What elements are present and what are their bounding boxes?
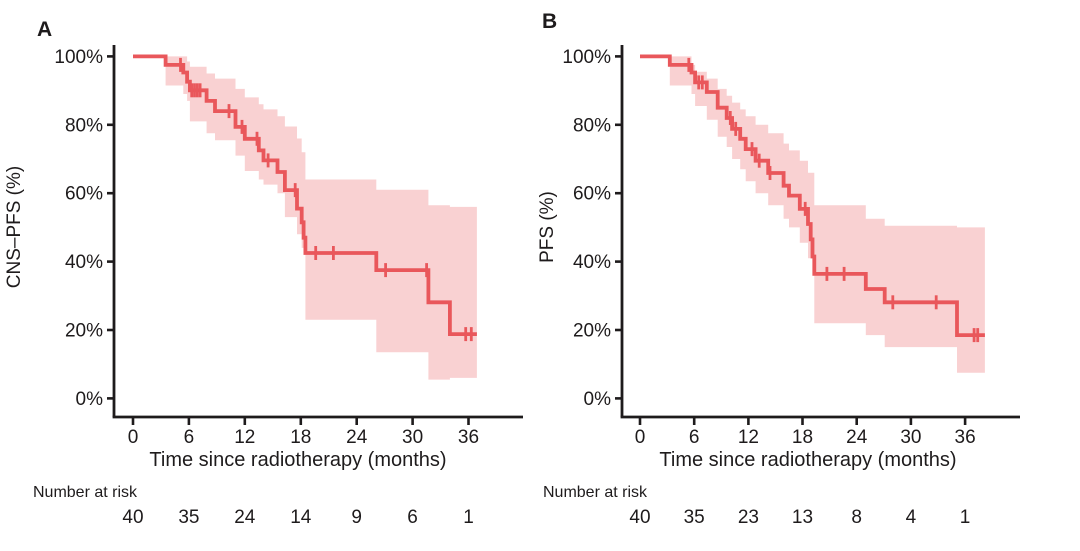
confidence-band — [669, 56, 985, 373]
km-curve — [133, 54, 477, 336]
panel-letter-a: A — [37, 18, 53, 41]
km-plot-a: 0% 20% 40% 60% 80% 100% 0 6 12 18 24 30 36 — [54, 45, 523, 448]
number-at-risk-label: Number at risk — [543, 484, 648, 501]
x-axis-label: Time since radiotherapy (months) — [149, 449, 447, 471]
confidence-band — [165, 56, 477, 380]
panel-letter-b: B — [542, 10, 558, 33]
risk-row-b: 40 35 23 13 8 4 1 — [540, 507, 1080, 533]
x-axis-label: Time since radiotherapy (months) — [659, 449, 957, 471]
x-tick-label: 24 — [346, 427, 368, 448]
panel-b: B PFS (%) 0% 20% 40% 60% 80% 100% 0 6 12 18 24 30 36… — [537, 0, 1080, 551]
x-tick-label: 36 — [955, 427, 976, 448]
risk-count: 14 — [290, 507, 312, 528]
risk-count: 24 — [234, 507, 256, 528]
y-tick-label: 0% — [76, 389, 104, 410]
y-tick-label: 80% — [65, 115, 103, 136]
y-tick-label: 0% — [584, 389, 612, 410]
risk-count: 35 — [683, 507, 705, 528]
y-tick-label: 100% — [562, 47, 611, 68]
y-tick-label: 40% — [573, 252, 611, 273]
risk-count: 13 — [791, 507, 814, 528]
risk-count: 23 — [737, 507, 759, 528]
x-tick-label: 6 — [184, 427, 195, 448]
x-tick-label: 12 — [738, 427, 759, 448]
y-tick-label: 60% — [65, 184, 103, 205]
y-tick-label: 20% — [65, 321, 103, 342]
risk-count: 9 — [351, 507, 362, 528]
risk-count: 8 — [851, 507, 862, 528]
panel-a: A CNS–PFS (%) 0% 20% 40% 60% 80% 100% 0 6 12 18 24… — [0, 18, 540, 533]
x-tick-label: 30 — [900, 427, 921, 448]
x-tick-label: 12 — [234, 427, 255, 448]
km-plot-b: 0% 20% 40% 60% 80% 100% 0 6 12 18 24 30 36 — [562, 45, 1020, 448]
x-tick-label: 6 — [689, 427, 700, 448]
y-tick-label: 20% — [573, 321, 611, 342]
x-tick-label: 0 — [635, 427, 646, 448]
risk-count: 6 — [407, 507, 418, 528]
x-tick-label: 0 — [128, 427, 139, 448]
x-tick-label: 36 — [458, 427, 479, 448]
risk-count: 40 — [122, 507, 144, 528]
y-tick-label: 60% — [573, 184, 611, 205]
y-tick-label: 80% — [573, 115, 611, 136]
risk-count: 40 — [629, 507, 651, 528]
x-tick-label: 24 — [846, 427, 868, 448]
risk-row-a: 40 35 24 14 9 6 1 — [0, 507, 540, 533]
risk-count: 1 — [463, 507, 474, 528]
km-curve — [640, 54, 985, 337]
risk-count: 4 — [905, 507, 917, 528]
risk-count: 1 — [959, 507, 971, 528]
x-tick-label: 30 — [402, 427, 423, 448]
y-tick-label: 40% — [65, 252, 103, 273]
risk-count: 35 — [178, 507, 200, 528]
y-tick-label: 100% — [54, 47, 103, 68]
x-tick-label: 18 — [290, 427, 311, 448]
x-tick-label: 18 — [792, 427, 813, 448]
number-at-risk-label: Number at risk — [33, 484, 138, 501]
